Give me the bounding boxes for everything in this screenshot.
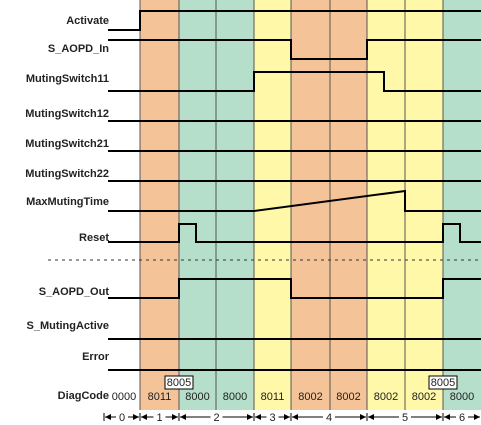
phase-band — [405, 0, 443, 410]
diag-code: 0000 — [112, 391, 136, 403]
arrow-head — [474, 414, 480, 420]
waveforms — [108, 10, 481, 371]
transient-code-box — [164, 375, 194, 390]
phase-label: 0 — [119, 412, 125, 424]
arrow-head — [247, 414, 253, 420]
phase-bands — [140, 0, 481, 410]
phase-arrows: 0 1 2 3 4 5 6 — [103, 412, 480, 424]
phase-label: 4 — [326, 412, 332, 424]
max-muting-time-wave — [108, 189, 481, 212]
signal-label: S_AOPD_Out — [39, 286, 110, 298]
diag-code: 8002 — [298, 391, 322, 403]
signal-label: MaxMutingTime — [26, 196, 109, 208]
transient-code: 8005 — [431, 377, 455, 389]
phase-band — [367, 0, 405, 410]
phase-band — [443, 0, 481, 410]
arrow-head — [105, 414, 111, 420]
arrow-head — [292, 414, 298, 420]
arrow-head — [133, 414, 139, 420]
arrow-head — [368, 414, 374, 420]
signal-labels: Activate S_AOPD_In MutingSwitch11 MutingSwi… — [25, 15, 109, 363]
phase-label: 3 — [269, 412, 275, 424]
signal-label: S_MutingActive — [26, 320, 109, 332]
phase-band — [140, 0, 179, 410]
arrow-head — [444, 414, 450, 420]
arrow-head — [436, 414, 442, 420]
transient-code-box — [428, 375, 458, 390]
signal-label: S_AOPD_In — [48, 43, 109, 55]
diag-codes: DiagCode 0000 8011 8000 8000 8011 8002 8002 800… — [58, 375, 474, 403]
phase-band — [254, 0, 291, 410]
phase-band — [179, 0, 216, 410]
phase-label: 2 — [213, 412, 219, 424]
diag-code: 8011 — [148, 391, 172, 403]
arrow-head — [255, 414, 261, 420]
signal-label: MutingSwitch22 — [25, 168, 109, 180]
s-aopd-out-wave — [108, 278, 481, 299]
signal-label: Reset — [79, 232, 109, 244]
arrow-head — [172, 414, 178, 420]
diag-label: DiagCode — [58, 390, 109, 402]
phase-label: 6 — [459, 412, 465, 424]
signal-label: MutingSwitch21 — [25, 138, 109, 150]
diag-code: 8000 — [185, 391, 209, 403]
column-dividers — [139, 0, 444, 410]
reset-wave — [108, 223, 481, 243]
diag-code: 8000 — [450, 391, 474, 403]
diag-code: 8000 — [223, 391, 247, 403]
diag-code: 8011 — [261, 391, 285, 403]
activate-wave — [108, 10, 481, 31]
arrow-head — [360, 414, 366, 420]
signal-label: Error — [82, 351, 110, 363]
phase-label: 1 — [156, 412, 162, 424]
phase-band — [330, 0, 367, 410]
signal-label: MutingSwitch12 — [25, 108, 109, 120]
signal-label: Activate — [66, 15, 109, 27]
arrow-head — [180, 414, 186, 420]
signal-label: MutingSwitch11 — [26, 73, 109, 85]
muting-switch11-wave — [108, 71, 481, 92]
phase-label: 5 — [402, 412, 408, 424]
arrow-head — [284, 414, 290, 420]
diag-code: 8002 — [374, 391, 398, 403]
phase-band — [216, 0, 254, 410]
diag-code: 8002 — [412, 391, 436, 403]
arrow-head — [141, 414, 147, 420]
transient-code: 8005 — [167, 377, 191, 389]
diag-code: 8002 — [336, 391, 360, 403]
s-aopd-in-wave — [108, 39, 481, 60]
